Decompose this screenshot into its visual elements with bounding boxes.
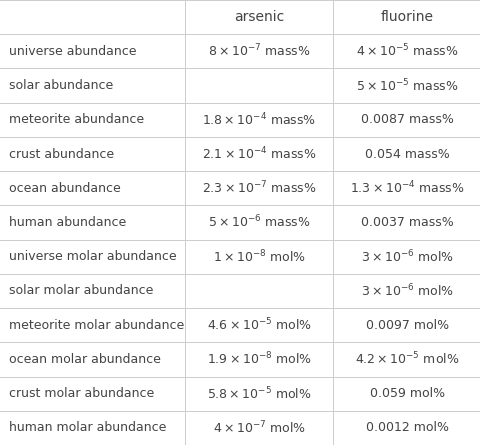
Text: universe abundance: universe abundance [9,45,136,58]
Text: $4\times10^{-7}$ mol%: $4\times10^{-7}$ mol% [212,420,305,436]
Text: solar molar abundance: solar molar abundance [9,284,153,297]
Text: meteorite molar abundance: meteorite molar abundance [9,319,183,332]
Text: $2.3\times10^{-7}$ mass%: $2.3\times10^{-7}$ mass% [202,180,316,197]
Text: 0.0097 mol%: 0.0097 mol% [365,319,448,332]
Text: $5\times10^{-6}$ mass%: $5\times10^{-6}$ mass% [207,214,310,231]
Text: $3\times10^{-6}$ mol%: $3\times10^{-6}$ mol% [360,283,453,299]
Text: $4.6\times10^{-5}$ mol%: $4.6\times10^{-5}$ mol% [206,317,311,333]
Text: $1.9\times10^{-8}$ mol%: $1.9\times10^{-8}$ mol% [206,351,311,368]
Text: ocean abundance: ocean abundance [9,182,120,195]
Text: 0.0037 mass%: 0.0037 mass% [360,216,453,229]
Text: meteorite abundance: meteorite abundance [9,113,144,126]
Text: $1\times10^{-8}$ mol%: $1\times10^{-8}$ mol% [212,248,305,265]
Text: $4.2\times10^{-5}$ mol%: $4.2\times10^{-5}$ mol% [354,351,458,368]
Text: human abundance: human abundance [9,216,126,229]
Text: human molar abundance: human molar abundance [9,421,166,434]
Text: crust abundance: crust abundance [9,148,114,161]
Text: $1.3\times10^{-4}$ mass%: $1.3\times10^{-4}$ mass% [349,180,464,197]
Text: 0.059 mol%: 0.059 mol% [369,387,444,400]
Text: $5.8\times10^{-5}$ mol%: $5.8\times10^{-5}$ mol% [206,385,311,402]
Text: 0.054 mass%: 0.054 mass% [364,148,449,161]
Text: arsenic: arsenic [234,10,284,24]
Text: 0.0012 mol%: 0.0012 mol% [365,421,448,434]
Text: $2.1\times10^{-4}$ mass%: $2.1\times10^{-4}$ mass% [202,146,316,162]
Text: solar abundance: solar abundance [9,79,113,92]
Text: universe molar abundance: universe molar abundance [9,250,176,263]
Text: fluorine: fluorine [380,10,433,24]
Text: 0.0087 mass%: 0.0087 mass% [360,113,453,126]
Text: $1.8\times10^{-4}$ mass%: $1.8\times10^{-4}$ mass% [202,112,316,128]
Text: ocean molar abundance: ocean molar abundance [9,353,160,366]
Text: $4\times10^{-5}$ mass%: $4\times10^{-5}$ mass% [355,43,457,60]
Text: $3\times10^{-6}$ mol%: $3\times10^{-6}$ mol% [360,248,453,265]
Text: crust molar abundance: crust molar abundance [9,387,154,400]
Text: $5\times10^{-5}$ mass%: $5\times10^{-5}$ mass% [355,77,457,94]
Text: $8\times10^{-7}$ mass%: $8\times10^{-7}$ mass% [207,43,310,60]
